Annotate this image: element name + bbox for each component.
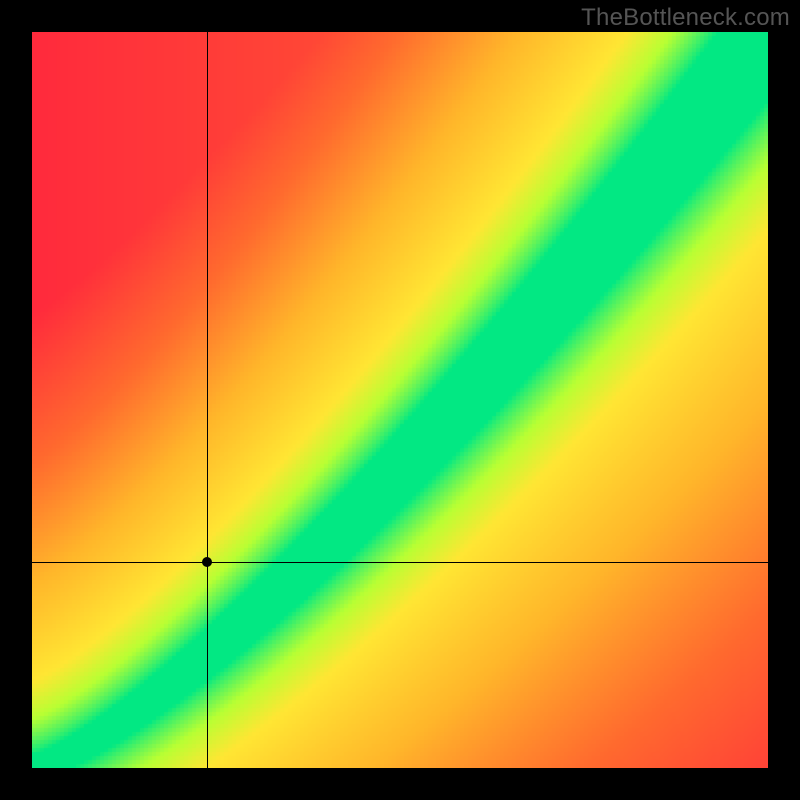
chart-container: TheBottleneck.com bbox=[0, 0, 800, 800]
watermark-text: TheBottleneck.com bbox=[581, 4, 790, 32]
crosshair-marker bbox=[202, 557, 212, 567]
crosshair-vertical bbox=[207, 32, 208, 768]
crosshair-horizontal bbox=[32, 562, 768, 563]
heatmap-canvas bbox=[32, 32, 768, 768]
plot-area bbox=[32, 32, 768, 768]
